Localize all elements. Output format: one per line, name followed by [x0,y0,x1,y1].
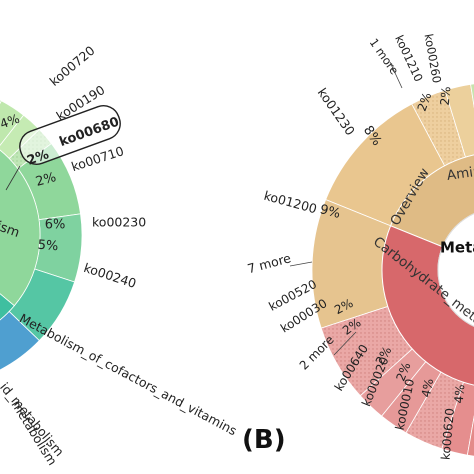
slice-value: 2% [25,147,51,169]
leader-line [389,61,403,89]
outer-value: 4% [419,377,437,399]
panel-b-outer-wedge [466,415,474,457]
leader-line [5,165,21,191]
slice-value: 5% [37,238,59,255]
slice-label: ko00230 [92,215,146,230]
outer-value: 2% [393,360,413,383]
outer-label: ko01210 [392,33,426,84]
center-label: Meta [440,239,474,257]
outer-value: 2% [438,86,454,106]
outer-label: ko01230 [315,85,358,138]
slice-value: 4% [0,111,22,132]
outer-value: 2% [415,90,435,113]
panel-b-label: (B) [242,425,286,455]
panel-a-outer-wedge [0,100,25,147]
highlight-box [19,105,121,165]
category-label: Metabolism_of_cofactors_and_vitamins [17,310,239,438]
category-label: ism [0,219,21,241]
panel-b-inner-wedge [381,225,474,386]
slice-label: ko00240 [82,260,138,291]
center-ring [437,213,474,327]
leader-line [289,261,313,267]
center-disc [438,213,474,327]
outer-value: 9% [318,202,342,222]
outer-label: ko00620 [439,407,457,460]
outer-value: 4% [452,384,468,404]
panel-b-outer-wedge [470,83,474,109]
inner-ring-label: Amin [446,163,474,184]
leader-line [333,331,357,356]
panel-a-inner-wedge [0,293,15,321]
slice-label: ko00720 [47,43,98,89]
outer-label: ko01200 [262,188,318,217]
slice-value: 2% [34,170,58,190]
slice-value: 6% [45,218,66,233]
outer-label: 7 more [246,250,293,276]
panel-a-inner-wedge [0,149,41,307]
